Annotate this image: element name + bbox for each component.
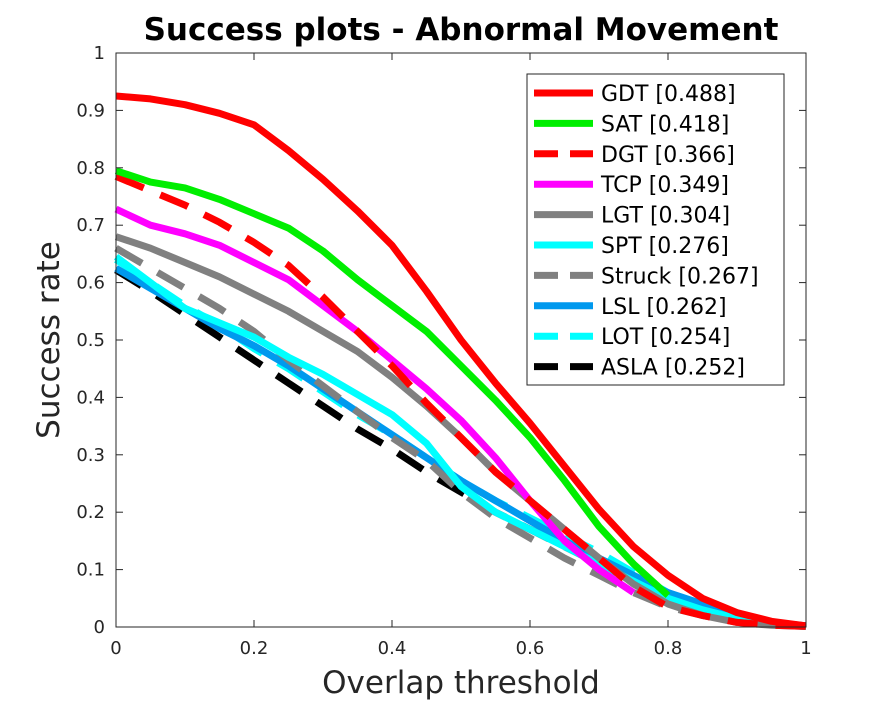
legend-label-sat: SAT [0.418] <box>601 112 729 137</box>
chart-title: Success plots - Abnormal Movement <box>144 12 779 48</box>
x-tick-label: 0 <box>110 638 121 659</box>
x-axis-label: Overlap threshold <box>322 665 600 701</box>
legend-series-score: [0.418] <box>649 112 729 137</box>
legend-label-lgt: LGT [0.304] <box>601 204 730 229</box>
legend-label-tcp: TCP [0.349] <box>600 173 729 198</box>
y-tick-label: 0.1 <box>76 560 105 581</box>
legend-series-score: [0.267] <box>678 264 758 289</box>
legend-series-score: [0.304] <box>650 204 730 229</box>
legend-label-lsl: LSL [0.262] <box>601 295 727 320</box>
x-tick-label: 0.8 <box>654 638 683 659</box>
legend-series-name: SPT <box>601 234 649 259</box>
y-tick-label: 0.6 <box>76 273 105 294</box>
ticks-layer: 0 0.2 0.4 0.6 0.8 1 0 0.1 0.2 0.3 0.4 0.5 0.6 0.7 0.8 0… <box>76 43 811 659</box>
y-tick-label: 0.9 <box>76 100 105 121</box>
legend-series-name: LOT <box>601 325 650 350</box>
y-tick-label: 0.4 <box>76 387 105 408</box>
y-tick-label: 0.8 <box>76 158 105 179</box>
y-tick-label: 1 <box>94 43 105 64</box>
series-layer <box>113 92 807 630</box>
legend-series-score: [0.276] <box>649 234 729 259</box>
legend: GDT [0.488]SAT [0.418]DGT [0.366]TCP [0.… <box>526 73 785 386</box>
series-line-dgt <box>114 173 807 630</box>
legend-label-struck: Struck [0.267] <box>601 264 759 289</box>
legend-label-lot: LOT [0.254] <box>601 325 730 350</box>
legend-series-score: [0.252] <box>665 356 745 381</box>
legend-series-score: [0.366] <box>655 143 735 168</box>
y-axis-label: Success rate <box>31 241 67 439</box>
legend-series-name: LSL <box>601 295 646 320</box>
series-line-gdt <box>115 92 807 630</box>
y-tick-label: 0.3 <box>76 445 105 466</box>
series-line-lsl <box>114 265 807 630</box>
legend-label-asla: ASLA [0.252] <box>601 356 745 381</box>
y-tick-label: 0.7 <box>76 215 105 236</box>
legend-series-name: LGT <box>601 204 650 229</box>
series-line-asla <box>114 267 807 630</box>
legend-label-spt: SPT [0.276] <box>601 234 729 259</box>
legend-series-score: [0.349] <box>649 173 729 198</box>
legend-series-name: DGT <box>601 143 655 168</box>
series-line-sat <box>114 167 671 598</box>
x-tick-label: 0.2 <box>240 638 269 659</box>
x-tick-label: 1 <box>800 638 811 659</box>
legend-series-score: [0.488] <box>655 82 735 107</box>
legend-series-name: Struck <box>601 264 678 289</box>
legend-series-name: TCP <box>600 173 649 198</box>
series-line-spt <box>113 253 807 630</box>
legend-label-gdt: GDT [0.488] <box>601 82 736 107</box>
legend-series-name: ASLA <box>601 356 665 381</box>
y-tick-label: 0.2 <box>76 502 105 523</box>
x-tick-label: 0.6 <box>516 638 545 659</box>
legend-series-score: [0.262] <box>646 295 726 320</box>
legend-series-name: SAT <box>601 112 649 137</box>
y-tick-label: 0.5 <box>76 330 105 351</box>
legend-series-score: [0.254] <box>650 325 730 350</box>
y-tick-label: 0 <box>94 617 105 638</box>
legend-series-name: GDT <box>601 82 655 107</box>
legend-label-dgt: DGT [0.366] <box>601 143 735 168</box>
x-tick-label: 0.4 <box>378 638 407 659</box>
